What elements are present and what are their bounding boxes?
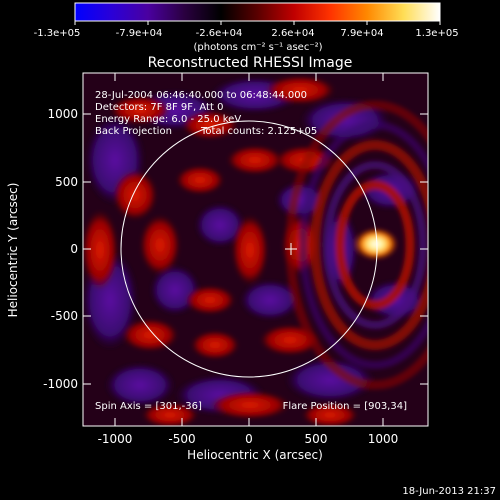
- x-tick-label: 0: [245, 432, 253, 446]
- y-tick-label: 1000: [47, 107, 78, 121]
- reconstructed-image: [83, 73, 428, 426]
- colorbar-units-label: (photons cm⁻² s⁻¹ asec⁻²): [193, 42, 322, 53]
- colorbar-tick-label: -2.6e+04: [196, 28, 243, 39]
- y-tick-label: 500: [55, 175, 78, 189]
- x-axis-ticks: [114, 73, 384, 426]
- y-tick-label: -1000: [43, 377, 78, 391]
- colorbar-tick-label: -7.9e+04: [116, 28, 163, 39]
- spin-axis-label: Spin Axis = [301,-36]: [95, 401, 202, 412]
- info-time-range: 28-Jul-2004 06:46:40.000 to 06:48:44.000: [95, 90, 307, 101]
- y-tick-label: -500: [51, 309, 78, 323]
- flare-source: [354, 228, 398, 260]
- x-axis-label: Heliocentric X (arcsec): [187, 448, 323, 462]
- y-axis-ticks: [83, 113, 428, 385]
- x-tick-label: 1000: [368, 432, 399, 446]
- y-tick-label: 0: [70, 242, 78, 256]
- plot-title: Reconstructed RHESSI Image: [148, 55, 353, 71]
- colorbar-tick-label: 2.6e+04: [271, 28, 314, 39]
- info-total-counts: Total counts: 2.125+05: [200, 126, 317, 137]
- x-tick-label: 500: [305, 432, 328, 446]
- colorbar-tick-label: -1.3e+05: [34, 28, 81, 39]
- colorbar-ticks: [74, 21, 441, 25]
- x-tick-label: -500: [168, 432, 195, 446]
- info-energy-range: Energy Range: 6.0 - 25.0 keV: [95, 114, 241, 125]
- info-algorithm: Back Projection: [95, 126, 172, 137]
- colorbar-tick-label: 7.9e+04: [340, 28, 383, 39]
- footer-timestamp: 18-Jun-2013 21:37: [402, 486, 496, 497]
- solar-limb-circle: [120, 120, 378, 378]
- colorbar-tick-labels: -1.3e+05 -7.9e+04 -2.6e+04 2.6e+04 7.9e+…: [34, 28, 459, 39]
- y-axis-label: Heliocentric Y (arcsec): [6, 183, 20, 318]
- spin-axis-marker: [285, 243, 297, 255]
- x-tick-label: -1000: [98, 432, 133, 446]
- colorbar: [74, 2, 441, 22]
- colorbar-tick-label: 1.3e+05: [415, 28, 458, 39]
- info-detectors: Detectors: 7F 8F 9F, Att 0: [95, 102, 223, 113]
- flare-position-label: Flare Position = [903,34]: [283, 401, 407, 412]
